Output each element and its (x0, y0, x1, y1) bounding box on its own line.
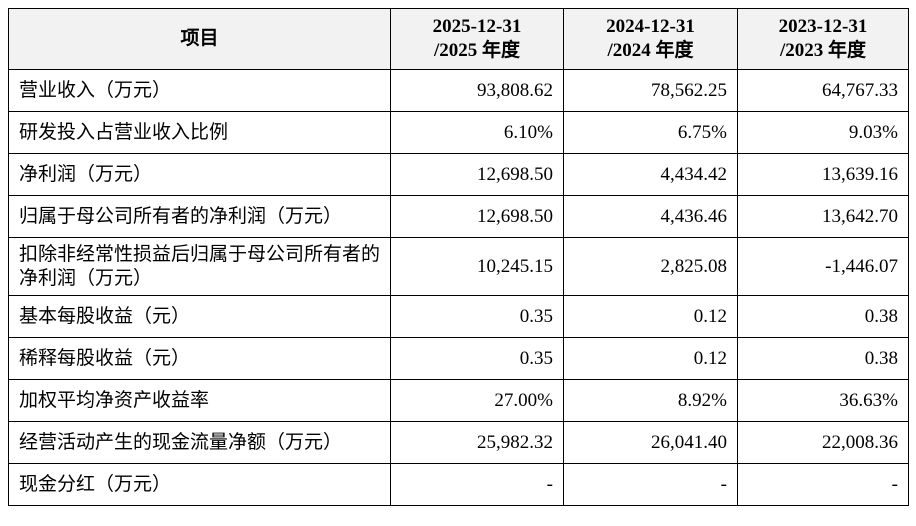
table-body: 营业收入（万元） 93,808.62 78,562.25 64,767.33 研发投入占… (8, 69, 909, 506)
table-row: 经营活动产生的现金流量净额（万元） 25,982.32 26,041.40 22,00… (8, 421, 909, 464)
table-row: 扣除非经常性损益后归属于母公司所有者的净利润（万元） 10,245.15 2,825… (8, 237, 909, 296)
value-cell: 0.12 (563, 337, 738, 380)
value-cell: 93,808.62 (390, 69, 564, 112)
value-cell: 0.35 (390, 295, 564, 338)
value-cell: 27.00% (390, 379, 564, 422)
value-cell: 78,562.25 (563, 69, 738, 112)
table-row: 现金分红（万元） - - - (8, 463, 909, 506)
value-cell: - (737, 463, 909, 506)
value-cell: - (563, 463, 738, 506)
label-cell: 稀释每股收益（元） (8, 337, 391, 380)
value-cell: 6.10% (390, 111, 564, 154)
label-cell: 现金分红（万元） (8, 463, 391, 506)
value-cell: 25,982.32 (390, 421, 564, 464)
value-cell: - (390, 463, 564, 506)
value-cell: 36.63% (737, 379, 909, 422)
value-cell: -1,446.07 (737, 237, 909, 296)
header-cell: 2023-12-31 /2023 年度 (737, 8, 909, 70)
value-cell: 9.03% (737, 111, 909, 154)
label-cell: 扣除非经常性损益后归属于母公司所有者的净利润（万元） (8, 237, 391, 296)
label-cell: 净利润（万元） (8, 153, 391, 196)
value-cell: 64,767.33 (737, 69, 909, 112)
header-row: 项目 2025-12-31 /2025 年度 2024-12-31 /2024 年度… (8, 8, 909, 70)
header-cell: 2025-12-31 /2025 年度 (390, 8, 564, 70)
label-cell: 研发投入占营业收入比例 (8, 111, 391, 154)
value-cell: 4,436.46 (563, 195, 738, 238)
table-row: 加权平均净资产收益率 27.00% 8.92% 36.63% (8, 379, 909, 422)
table-row: 净利润（万元） 12,698.50 4,434.42 13,639.16 (8, 153, 909, 196)
value-cell: 13,642.70 (737, 195, 909, 238)
value-cell: 12,698.50 (390, 195, 564, 238)
label-cell: 归属于母公司所有者的净利润（万元） (8, 195, 391, 238)
header-cell: 项目 (8, 8, 391, 70)
table-row: 营业收入（万元） 93,808.62 78,562.25 64,767.33 (8, 69, 909, 112)
label-cell: 加权平均净资产收益率 (8, 379, 391, 422)
value-cell: 0.38 (737, 337, 909, 380)
value-cell: 13,639.16 (737, 153, 909, 196)
value-cell: 4,434.42 (563, 153, 738, 196)
label-cell: 营业收入（万元） (8, 69, 391, 112)
value-cell: 0.35 (390, 337, 564, 380)
value-cell: 6.75% (563, 111, 738, 154)
financial-table: 项目 2025-12-31 /2025 年度 2024-12-31 /2024 年度… (8, 8, 909, 506)
value-cell: 0.12 (563, 295, 738, 338)
table-row: 基本每股收益（元） 0.35 0.12 0.38 (8, 295, 909, 338)
value-cell: 26,041.40 (563, 421, 738, 464)
value-cell: 0.38 (737, 295, 909, 338)
value-cell: 22,008.36 (737, 421, 909, 464)
table-row: 研发投入占营业收入比例 6.10% 6.75% 9.03% (8, 111, 909, 154)
value-cell: 8.92% (563, 379, 738, 422)
table-row: 稀释每股收益（元） 0.35 0.12 0.38 (8, 337, 909, 380)
header-cell: 2024-12-31 /2024 年度 (563, 8, 738, 70)
table-row: 归属于母公司所有者的净利润（万元） 12,698.50 4,436.46 13,642… (8, 195, 909, 238)
value-cell: 10,245.15 (390, 237, 564, 296)
value-cell: 12,698.50 (390, 153, 564, 196)
value-cell: 2,825.08 (563, 237, 738, 296)
label-cell: 经营活动产生的现金流量净额（万元） (8, 421, 391, 464)
label-cell: 基本每股收益（元） (8, 295, 391, 338)
